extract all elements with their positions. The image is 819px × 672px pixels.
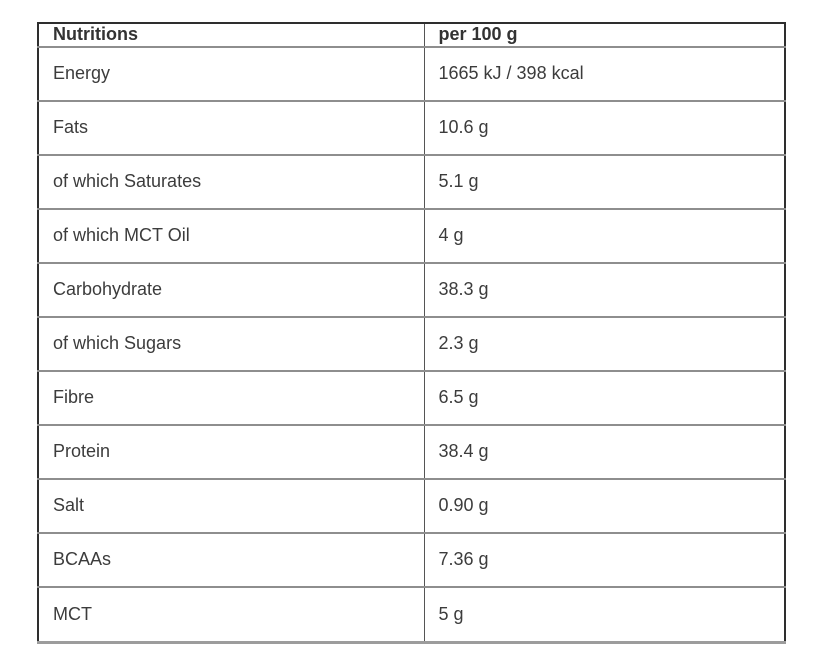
- nutrient-name-cell: MCT: [38, 586, 424, 643]
- nutrient-name-cell: of which MCT Oil: [38, 207, 424, 263]
- nutrient-name-cell: of which Sugars: [38, 315, 424, 371]
- table-row: MCT 5 g: [38, 586, 785, 643]
- table-row: of which Sugars 2.3 g: [38, 315, 785, 371]
- nutrient-value-cell: 1665 kJ / 398 kcal: [423, 45, 785, 101]
- table-row: of which Saturates 5.1 g: [38, 153, 785, 209]
- table-row: Fats 10.6 g: [38, 99, 785, 155]
- table-row: Fibre 6.5 g: [38, 369, 785, 426]
- table-header-row: Nutritions per 100 g: [38, 23, 785, 47]
- nutrient-value-cell: 10.6 g: [423, 99, 785, 155]
- nutrient-name-cell: Protein: [38, 424, 424, 480]
- nutrient-value-cell: 4 g: [423, 207, 785, 263]
- nutrient-value-cell: 5.1 g: [423, 153, 785, 209]
- nutrient-name-cell: Fibre: [38, 369, 424, 426]
- nutrient-name-cell: Fats: [38, 99, 424, 155]
- table-row: Carbohydrate 38.3 g: [38, 261, 785, 317]
- nutrient-value-cell: 2.3 g: [423, 315, 785, 371]
- table-row: Protein 38.4 g: [38, 424, 785, 480]
- nutrition-table-body: Energy 1665 kJ / 398 kcal Fats 10.6 g of…: [38, 45, 785, 643]
- column-header-per-100g: per 100 g: [423, 23, 785, 47]
- table-row: BCAAs 7.36 g: [38, 532, 785, 588]
- column-header-nutritions: Nutritions: [53, 24, 138, 44]
- nutrient-value-cell: 0.90 g: [423, 478, 785, 534]
- table-row: Energy 1665 kJ / 398 kcal: [38, 45, 785, 101]
- nutrient-value-cell: 38.4 g: [423, 424, 785, 480]
- nutrient-name-cell: Energy: [38, 45, 424, 101]
- nutrition-table: Nutritions per 100 g Energy 1665 kJ / 39…: [37, 22, 786, 644]
- nutrient-name-cell: Carbohydrate: [38, 261, 424, 317]
- nutrient-name-cell: of which Saturates: [38, 153, 424, 209]
- nutrient-name-cell: Salt: [38, 478, 424, 534]
- nutrient-value-cell: 38.3 g: [423, 261, 785, 317]
- nutrient-value-cell: 6.5 g: [423, 369, 785, 426]
- table-row: of which MCT Oil 4 g: [38, 207, 785, 263]
- nutrient-name-cell: BCAAs: [38, 532, 424, 588]
- table-row: Salt 0.90 g: [38, 478, 785, 534]
- nutrient-value-cell: 5 g: [423, 586, 785, 643]
- nutrient-value-cell: 7.36 g: [423, 532, 785, 588]
